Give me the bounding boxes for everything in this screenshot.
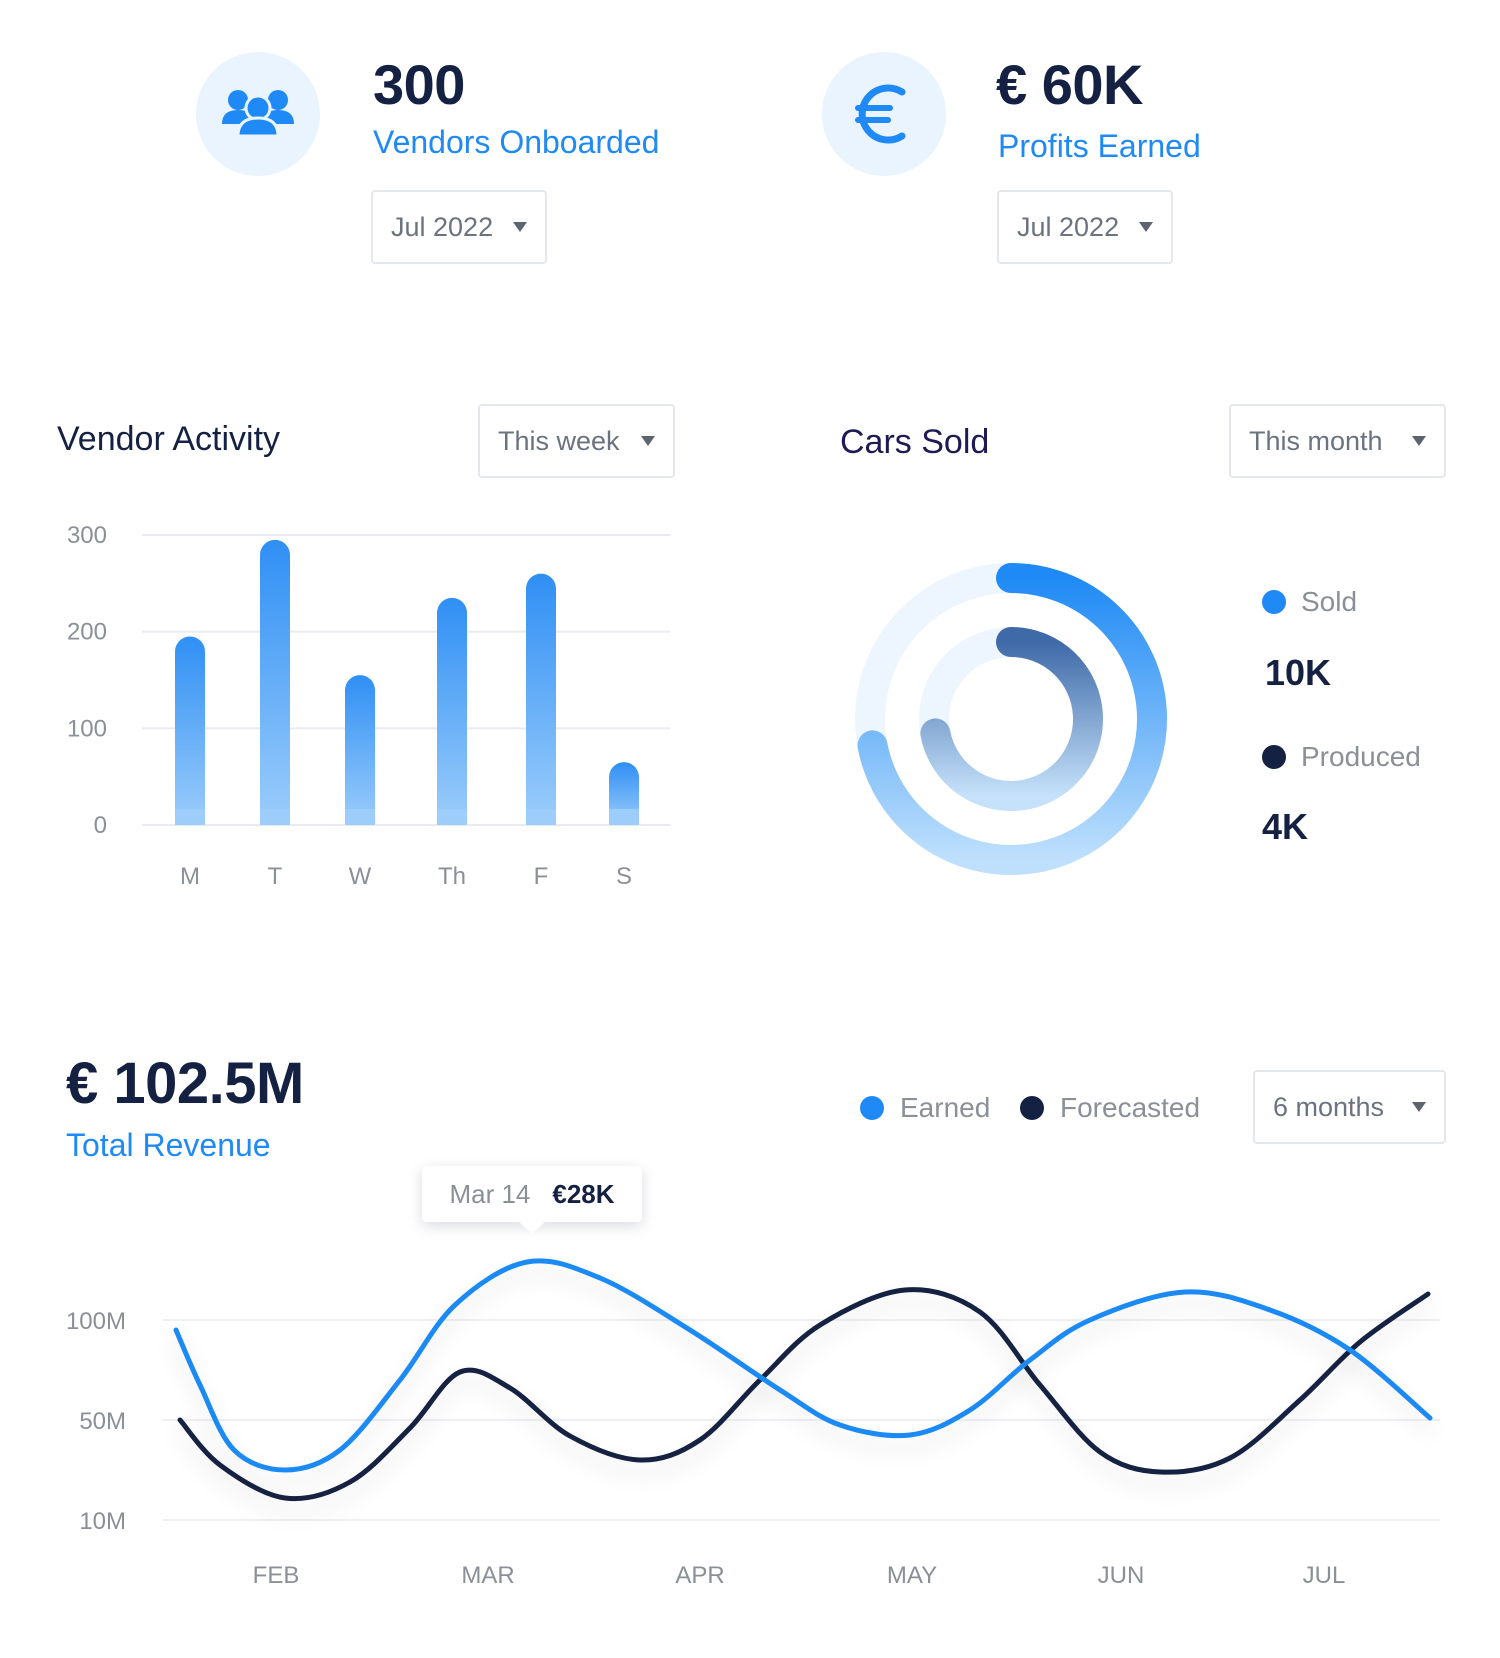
line-x-tick: JUL [1303, 1562, 1346, 1589]
bar-base-S [609, 809, 639, 825]
bar-base-W [345, 809, 375, 825]
series-forecasted-line [177, 1287, 1431, 1502]
sold-legend-value: 10K [1265, 652, 1332, 693]
vendors-icon-circle [196, 52, 320, 176]
bar-Th [437, 597, 467, 825]
profits-icon-circle [822, 52, 946, 176]
line-x-tick: FEB [253, 1562, 300, 1589]
donut-produced-arc [920, 627, 1103, 811]
earned-legend-label: Earned [900, 1092, 991, 1123]
line-x-tick: APR [675, 1562, 724, 1589]
bar-base-T [260, 809, 290, 825]
euro-icon [855, 84, 906, 144]
tooltip-value: €28K [552, 1178, 615, 1209]
line-x-tick: JUN [1098, 1562, 1145, 1589]
bar-M [175, 636, 205, 825]
revenue-period-value: 6 months [1273, 1091, 1385, 1122]
bar-base-M [175, 809, 205, 825]
revenue-period-select[interactable]: 6 months [1253, 1070, 1446, 1144]
vendors-period-value: Jul 2022 [391, 211, 494, 242]
forecasted-legend-dot [1020, 1096, 1044, 1120]
cars-sold-title: Cars Sold [840, 423, 990, 461]
cars-sold-donut [855, 563, 1167, 875]
profits-label: Profits Earned [998, 128, 1201, 164]
chevron-down-icon [641, 436, 655, 446]
bar-x-tick: Th [438, 863, 466, 890]
chevron-down-icon [1412, 1102, 1426, 1112]
earned-legend-dot [860, 1096, 884, 1120]
cars-sold-period-select[interactable]: This month [1229, 404, 1446, 478]
bar-F [526, 573, 556, 825]
bar-x-tick: S [616, 863, 632, 890]
donut-sold-arc [857, 563, 1167, 875]
bar-x-tick: W [349, 863, 372, 890]
revenue-label: Total Revenue [66, 1127, 271, 1163]
bar-y-tick: 0 [94, 812, 107, 839]
sold-legend-label: Sold [1301, 586, 1358, 617]
vendor-activity-title: Vendor Activity [57, 420, 281, 458]
bar-x-tick: T [268, 863, 283, 890]
bar-y-tick: 200 [67, 619, 107, 646]
line-y-tick: 10M [79, 1508, 126, 1535]
bar-T [260, 539, 290, 825]
vendors-value: 300 [373, 53, 465, 116]
vendor-activity-chart: 300 200 100 0 M T W Th F S [67, 522, 670, 890]
bar-y-tick: 100 [67, 715, 107, 742]
line-x-tick: MAR [461, 1562, 514, 1589]
line-y-tick: 50M [79, 1408, 126, 1435]
bar-W [345, 675, 375, 825]
chevron-down-icon [1139, 222, 1153, 232]
produced-legend-label: Produced [1301, 741, 1421, 772]
profits-value: € 60K [996, 53, 1143, 116]
bar-x-tick: F [534, 863, 549, 890]
bar-base-Th [437, 809, 467, 825]
chevron-down-icon [513, 222, 527, 232]
bar-y-tick: 300 [67, 522, 107, 549]
profits-period-select[interactable]: Jul 2022 [997, 190, 1173, 264]
forecasted-legend-label: Forecasted [1060, 1092, 1201, 1123]
vendor-activity-period-value: This week [498, 425, 620, 456]
line-y-tick: 100M [66, 1308, 126, 1335]
bar-x-tick: M [180, 863, 200, 890]
cars-sold-period-value: This month [1249, 425, 1383, 456]
line-x-tick: MAY [887, 1562, 937, 1589]
vendor-activity-period-select[interactable]: This week [478, 404, 675, 478]
vendors-period-select[interactable]: Jul 2022 [371, 190, 547, 264]
revenue-chart: 100M 50M 10M FEB MAR APR MAY JUN JUL [66, 1258, 1440, 1589]
produced-legend-value: 4K [1262, 806, 1309, 847]
tooltip-date: Mar 14 [449, 1178, 531, 1209]
bar-base-F [526, 809, 556, 825]
produced-legend-dot [1262, 745, 1286, 769]
vendors-label: Vendors Onboarded [373, 124, 660, 160]
revenue-value: € 102.5M [66, 1051, 304, 1116]
revenue-tooltip: Mar 14 €28K [422, 1166, 642, 1234]
chevron-down-icon [1412, 436, 1426, 446]
sold-legend-dot [1262, 590, 1286, 614]
profits-period-value: Jul 2022 [1017, 211, 1120, 242]
series-earned-line [173, 1258, 1433, 1473]
users-icon [222, 90, 294, 138]
